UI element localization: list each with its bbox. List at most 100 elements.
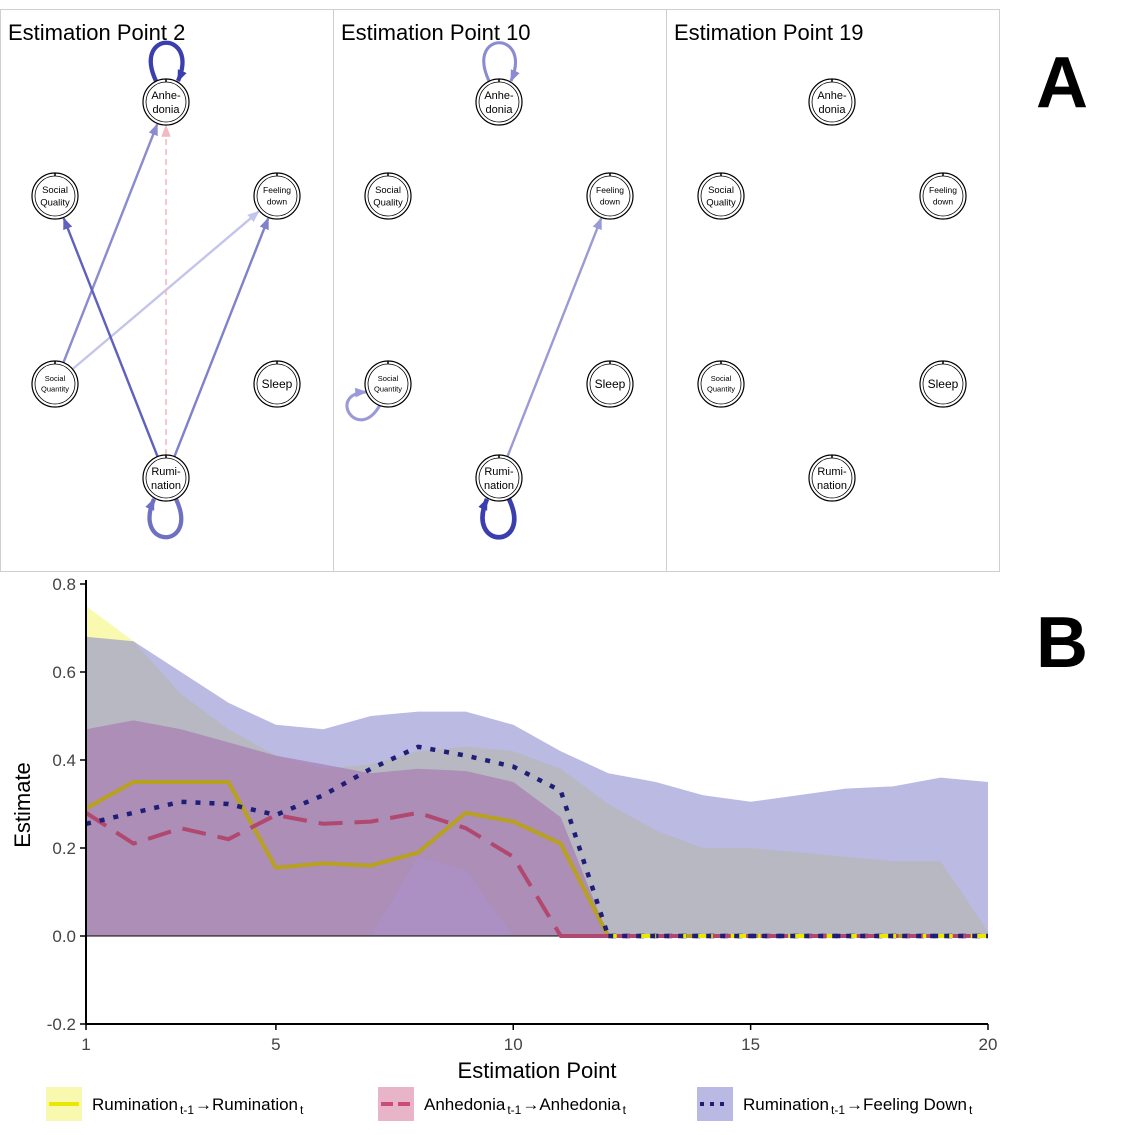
node-rumination: Rumi-nation [142, 454, 190, 502]
network-edge-rumination-to-feeling_down [506, 217, 603, 458]
node-label: Sleep [262, 377, 293, 391]
node-rumination: Rumi-nation [808, 454, 856, 502]
node-label: Feeling [263, 185, 291, 195]
node-label: Sleep [595, 377, 626, 391]
node-label: Quality [40, 198, 70, 209]
node-label: Sleep [928, 377, 959, 391]
node-social_quality: Social Quality [697, 172, 745, 220]
node-label: nation [151, 480, 181, 492]
node-label: down [267, 197, 288, 207]
node-inner-ring [34, 175, 76, 217]
network-edge-rumination-to-social_quality [62, 217, 159, 458]
node-anhedonia: Anhe-donia [808, 78, 856, 126]
node-label: nation [484, 480, 514, 492]
self-loop-rumination [478, 497, 517, 540]
node-social_quantity: Social Quantity [697, 360, 745, 408]
node-social_quantity: Social Quantity [31, 360, 79, 408]
node-label: nation [817, 480, 847, 492]
node-label: down [600, 197, 621, 207]
network-panel-title: Estimation Point 19 [674, 20, 864, 45]
legend: Rumination t-1→Rumination t Anhedonia t-1→An… [46, 1087, 973, 1121]
network-panel-3: Estimation Point 19 Anhe-donia Social Quali… [666, 9, 1000, 572]
network-panel-2: Estimation Point 10 Anhe-donia Social Quali… [333, 9, 667, 572]
legend-label: Rumination t-1→Feeling Down t [743, 1095, 973, 1117]
node-label: Anhe- [151, 90, 181, 102]
y-tick-label: 0.6 [52, 663, 76, 682]
node-label: Rumi- [151, 466, 181, 478]
node-label: Quality [373, 198, 403, 209]
band-feeling-down [86, 636, 988, 936]
node-inner-ring [367, 175, 409, 217]
legend-item-anhedonia: Anhedonia t-1→Anhedonia t [378, 1087, 627, 1121]
node-inner-ring [145, 81, 187, 123]
self-loop-social_quantity [345, 387, 382, 422]
legend-label: Rumination t-1→Rumination t [92, 1095, 304, 1117]
y-tick-label: 0.4 [52, 751, 76, 770]
network-edge-rumination-to-feeling_down [173, 217, 270, 458]
x-tick-label: 10 [504, 1035, 523, 1054]
x-tick-label: 20 [979, 1035, 998, 1054]
node-label: Quantity [41, 385, 69, 394]
node-social_quality: Social Quality [31, 172, 79, 220]
axes: -0.20.00.20.40.60.81 5 10 15 20 [47, 575, 998, 1054]
node-label: down [933, 197, 954, 207]
x-axis-label: Estimation Point [458, 1058, 617, 1083]
self-loop-anhedonia [148, 40, 187, 83]
x-tick-label: 5 [271, 1035, 280, 1054]
node-label: donia [153, 104, 181, 116]
network-edge-social_quantity-to-anhedonia [62, 123, 159, 364]
panel-a-network-plots: Estimation Point 2 Anhe-donia Social Qualit… [0, 9, 1000, 572]
x-tick-label: 15 [741, 1035, 760, 1054]
node-social_quality: Social Quality [364, 172, 412, 220]
node-label: Rumi- [817, 466, 847, 478]
panel-b-line-chart: -0.20.00.20.40.60.81 5 10 15 20 Estimation P… [10, 575, 997, 1121]
self-loop-rumination [145, 497, 184, 540]
node-label: Social [708, 185, 734, 196]
node-label: Anhe- [817, 90, 847, 102]
node-label: Social [42, 185, 68, 196]
node-inner-ring [478, 457, 520, 499]
node-feeling_down: Feeling down [919, 172, 967, 220]
panel-b-letter: B [1036, 603, 1088, 683]
node-label: Feeling [929, 185, 957, 195]
legend-item-feeling-down: Rumination t-1→Feeling Down t [697, 1087, 973, 1121]
node-inner-ring [478, 81, 520, 123]
node-rumination: Rumi-nation [475, 454, 523, 502]
network-panel-1: Estimation Point 2 Anhe-donia Social Qualit… [0, 9, 334, 572]
node-sleep: Sleep [586, 360, 634, 408]
node-label: Social [711, 374, 732, 383]
confidence-bands [86, 606, 988, 936]
node-anhedonia: Anhe-donia [475, 78, 523, 126]
x-tick-label: 1 [81, 1035, 90, 1054]
node-label: Social [45, 374, 66, 383]
node-label: Rumi- [484, 466, 514, 478]
y-tick-label: 0.2 [52, 839, 76, 858]
y-tick-label: 0.8 [52, 575, 76, 594]
node-sleep: Sleep [253, 360, 301, 408]
line-feeling-down [85, 744, 988, 939]
legend-item-rumination: Rumination t-1→Rumination t [46, 1087, 304, 1121]
y-tick-label: 0.0 [52, 927, 76, 946]
node-feeling_down: Feeling down [253, 172, 301, 220]
node-label: Quantity [707, 385, 735, 394]
node-anhedonia: Anhe-donia [142, 78, 190, 126]
node-label: Social [378, 374, 399, 383]
node-label: Anhe- [484, 90, 514, 102]
node-sleep: Sleep [919, 360, 967, 408]
self-loop-anhedonia [482, 41, 520, 83]
node-inner-ring [700, 175, 742, 217]
node-label: Social [375, 185, 401, 196]
legend-label: Anhedonia t-1→Anhedonia t [424, 1095, 627, 1117]
node-inner-ring [811, 457, 853, 499]
y-axis-label: Estimate [10, 762, 35, 848]
y-tick-label: -0.2 [47, 1015, 76, 1034]
node-inner-ring [811, 81, 853, 123]
panel-a-letter: A [1036, 43, 1088, 123]
node-label: Feeling [596, 185, 624, 195]
node-feeling_down: Feeling down [586, 172, 634, 220]
node-inner-ring [145, 457, 187, 499]
network-panel-title: Estimation Point 2 [8, 20, 185, 45]
network-panel-title: Estimation Point 10 [341, 20, 531, 45]
estimate-lines [84, 744, 988, 939]
